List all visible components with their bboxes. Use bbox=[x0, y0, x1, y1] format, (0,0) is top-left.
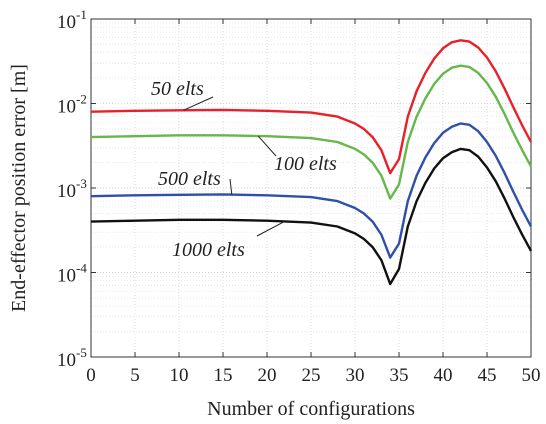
annotation-label: 1000 elts bbox=[172, 239, 245, 261]
annotation-label: 500 elts bbox=[158, 168, 221, 190]
annotation-leader-line bbox=[183, 96, 214, 111]
y-tick-exponent: -1 bbox=[76, 7, 87, 22]
y-axis-label: End-effector position error [m] bbox=[8, 64, 30, 312]
x-tick-label: 50 bbox=[522, 365, 541, 386]
x-axis-label: Number of configurations bbox=[207, 398, 415, 420]
x-tick-label: 30 bbox=[346, 365, 365, 386]
series-line-50-elts bbox=[90, 39, 533, 175]
series-line-1000-elts bbox=[90, 147, 533, 286]
y-tick-label: 10-4 bbox=[57, 261, 87, 287]
series-annotations: 50 elts 100 elts 500 elts 1000 elts bbox=[151, 78, 337, 261]
series-lines bbox=[90, 39, 533, 286]
y-tick-base: 10 bbox=[57, 12, 76, 33]
y-tick-base: 10 bbox=[57, 181, 76, 202]
x-tick-label: 10 bbox=[170, 365, 189, 386]
x-tick-label: 0 bbox=[86, 365, 96, 386]
y-tick-base: 10 bbox=[57, 350, 76, 371]
annotation-leader-line bbox=[256, 221, 285, 237]
series-line-500-elts bbox=[90, 122, 533, 259]
y-tick-exponent: -2 bbox=[76, 92, 87, 107]
y-tick-exponent: -5 bbox=[76, 345, 87, 360]
x-tick-label: 15 bbox=[214, 365, 233, 386]
y-tick-label: 10-2 bbox=[57, 92, 87, 118]
annotation-label: 50 elts bbox=[151, 78, 204, 100]
y-tick-base: 10 bbox=[57, 266, 76, 287]
x-tick-label: 35 bbox=[390, 365, 409, 386]
annotation-leader-line bbox=[229, 178, 233, 195]
y-tick-exponent: -4 bbox=[76, 261, 87, 276]
y-tick-base: 10 bbox=[57, 97, 76, 118]
annotation-label: 100 elts bbox=[274, 153, 337, 175]
y-tick-label: 10-3 bbox=[57, 176, 87, 202]
y-tick-label: 10-1 bbox=[57, 7, 87, 33]
x-tick-label: 5 bbox=[130, 365, 140, 386]
y-tick-exponent: -3 bbox=[76, 176, 87, 191]
y-tick-label: 10-5 bbox=[57, 345, 87, 371]
grid-lines bbox=[90, 19, 532, 358]
annotation-leader-line bbox=[257, 135, 277, 157]
x-tick-label: 45 bbox=[478, 365, 497, 386]
series-line-100-elts bbox=[90, 64, 533, 200]
x-tick-label: 25 bbox=[302, 365, 321, 386]
x-tick-label: 20 bbox=[258, 365, 277, 386]
x-tick-label: 40 bbox=[434, 365, 453, 386]
